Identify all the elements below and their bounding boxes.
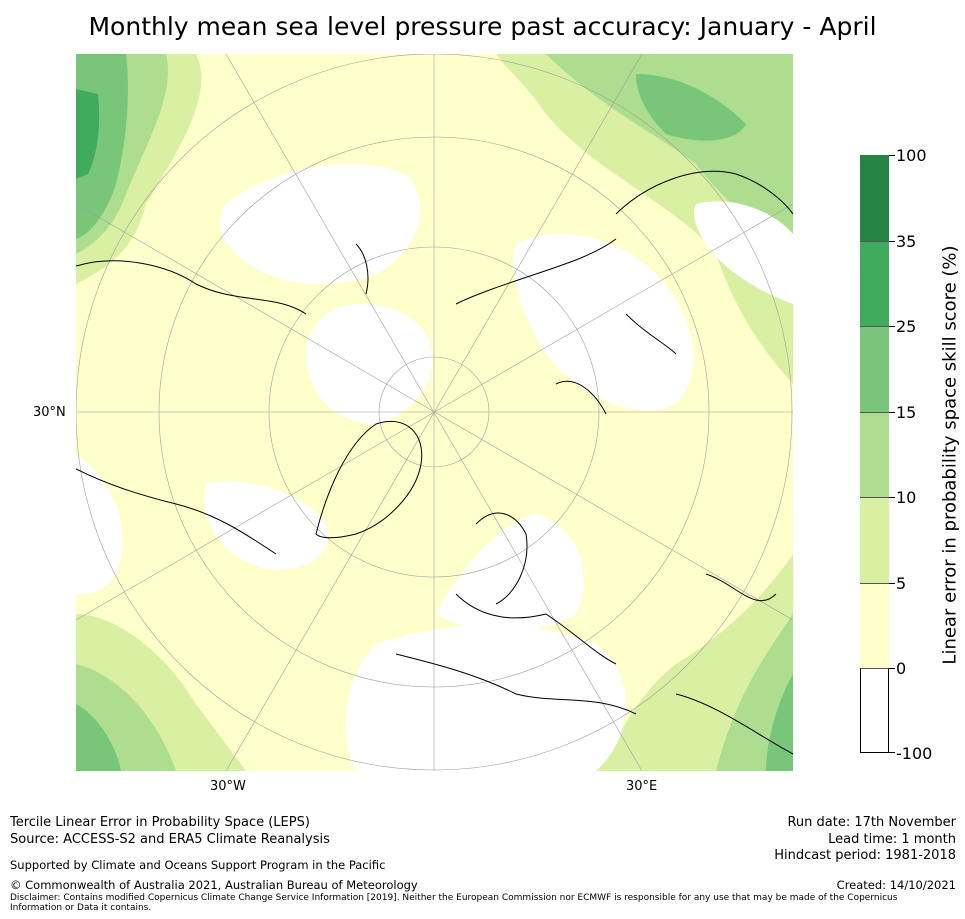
colorbar-tick <box>889 155 895 156</box>
colorbar-tick-label: 100 <box>896 146 927 165</box>
skill-region-white <box>219 164 421 285</box>
footer-created: Created: 14/10/2021 <box>836 878 956 892</box>
skill-region-white <box>306 303 433 424</box>
colorbar-tick-label: 15 <box>896 403 917 422</box>
colorbar-tick-label: 25 <box>896 317 917 336</box>
colorbar-tick-label: 10 <box>896 488 917 507</box>
skill-region-white <box>345 625 626 771</box>
chart-title: Monthly mean sea level pressure past acc… <box>88 12 877 41</box>
colorbar-bin-10-15 <box>860 412 889 497</box>
lat-label-30n: 30°N <box>33 405 66 420</box>
footer-run-date: Run date: 17th November <box>787 815 956 830</box>
skill-region-green-15 <box>76 704 121 771</box>
colorbar-tick <box>889 752 895 753</box>
footer-disclaimer: Disclaimer: Contains modified Copernicus… <box>10 893 898 913</box>
skill-region-white <box>694 201 793 304</box>
colorbar-bin-15-25 <box>860 326 889 412</box>
colorbar-bin-5-10 <box>860 497 889 583</box>
skill-region-green-10 <box>546 54 793 254</box>
colorbar-bin-0-5 <box>860 583 889 668</box>
graticule <box>76 54 793 771</box>
colorbar-tick-label: 5 <box>896 574 907 593</box>
skill-region-white <box>513 234 694 411</box>
coastlines <box>76 170 793 755</box>
colorbar-bin-neg100-0 <box>860 668 889 753</box>
colorbar-tick-label: 0 <box>896 659 907 678</box>
colorbar-tick <box>889 668 895 669</box>
colorbar-tick-label: 35 <box>896 232 917 251</box>
colorbar-tick <box>889 497 895 498</box>
colorbar-tick <box>889 583 895 584</box>
colorbar-tick <box>889 326 895 327</box>
colorbar-tick-label: -100 <box>896 744 933 763</box>
colorbar-bin-35-100 <box>860 155 889 241</box>
skill-region-green-25 <box>76 89 100 179</box>
lon-label-30e: 30°E <box>626 779 658 794</box>
footer-source: Source: ACCESS-S2 and ERA5 Climate Reana… <box>10 832 330 847</box>
footer-support: Supported by Climate and Oceans Support … <box>10 858 386 872</box>
polar-map <box>76 54 793 771</box>
footer-leps: Tercile Linear Error in Probability Spac… <box>10 815 310 830</box>
map-svg <box>76 54 793 771</box>
colorbar-tick <box>889 241 895 242</box>
colorbar-tick <box>889 412 895 413</box>
footer-hindcast: Hindcast period: 1981-2018 <box>774 848 956 863</box>
colorbar <box>860 155 889 753</box>
colorbar-title: Linear error in probability space skill … <box>939 245 961 665</box>
footer-lead-time: Lead time: 1 month <box>828 832 956 847</box>
skill-region-white <box>436 514 584 631</box>
skill-region-white <box>76 454 123 594</box>
colorbar-bin-25-35 <box>860 241 889 326</box>
footer-copyright: © Commonwealth of Australia 2021, Austra… <box>10 878 418 892</box>
skill-region-green-15 <box>636 74 746 141</box>
lon-label-30w: 30°W <box>210 779 246 794</box>
skill-region-green-15 <box>766 674 793 771</box>
